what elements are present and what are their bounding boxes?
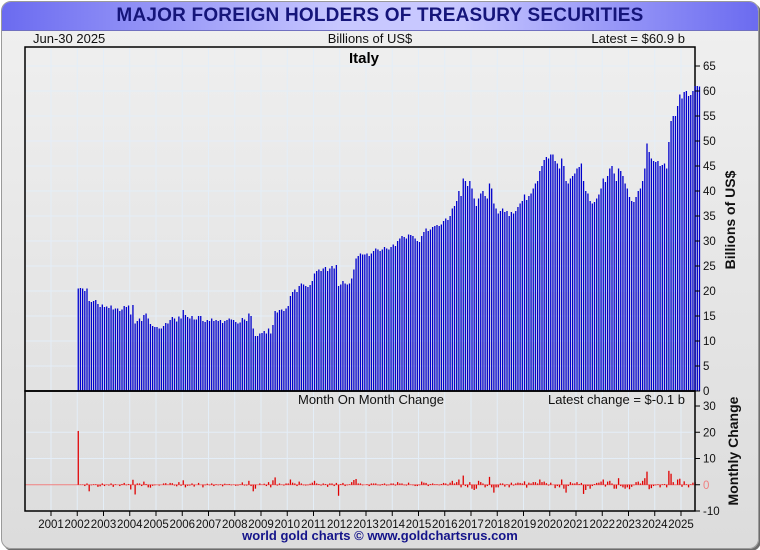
- x-tick-label: 2025: [668, 519, 694, 531]
- y-tick-label: 20: [703, 427, 716, 439]
- country-title: Italy: [349, 50, 380, 67]
- x-tick-label: 2004: [117, 519, 143, 531]
- chart-main-title: MAJOR FOREIGN HOLDERS OF TREASURY SECURI…: [116, 5, 644, 26]
- x-tick-label: 2002: [64, 519, 90, 531]
- x-tick-label: 2019: [511, 519, 537, 531]
- x-tick-label: 2001: [38, 519, 64, 531]
- x-tick-label: 2023: [616, 519, 642, 531]
- footer-credit: world gold charts © www.goldchartsrus.co…: [242, 528, 518, 543]
- x-tick-label: 2017: [458, 519, 484, 531]
- date-label: Jun-30 2025: [33, 31, 106, 46]
- y-tick-label: 35: [703, 211, 716, 223]
- latest-change-label: Latest change = $-0.1 b: [548, 392, 685, 407]
- y-tick-label: 0: [703, 386, 709, 398]
- y-tick-label: 0: [703, 480, 709, 492]
- x-tick-label: 2018: [484, 519, 510, 531]
- y-tick-label: 25: [703, 261, 716, 273]
- change-bars: [77, 430, 701, 496]
- latest-value-label: Latest = $60.9 b: [591, 31, 685, 46]
- y-tick-label: 10: [703, 336, 716, 348]
- x-tick-label: 2007: [196, 519, 222, 531]
- x-tick-label: 2008: [222, 519, 248, 531]
- y-tick-label: 15: [703, 311, 716, 323]
- y-axis-title-top: Billions of US$: [722, 170, 738, 269]
- x-tick-label: 2020: [537, 519, 563, 531]
- x-tick-label: 2015: [406, 519, 432, 531]
- units-label: Billions of US$: [327, 31, 413, 46]
- holdings-bars: [77, 86, 701, 391]
- y-tick-label: 5: [703, 361, 709, 373]
- bottom-panel-border: [24, 390, 696, 512]
- title-bar: MAJOR FOREIGN HOLDERS OF TREASURY SECURI…: [2, 2, 758, 31]
- y-tick-label: 40: [703, 186, 716, 198]
- y-tick-label: 30: [703, 236, 716, 248]
- x-tick-label: 2012: [327, 519, 353, 531]
- x-tick-label: 2014: [379, 519, 405, 531]
- x-tick-label: 2010: [274, 519, 300, 531]
- y-tick-label: 20: [703, 286, 716, 298]
- x-tick-label: 2021: [563, 519, 589, 531]
- y-tick-label: 65: [703, 61, 716, 73]
- x-tick-label: 2022: [589, 519, 615, 531]
- x-tick-label: 2011: [301, 519, 326, 531]
- y-tick-label: 45: [703, 161, 716, 173]
- y-tick-label: 50: [703, 136, 716, 148]
- y-tick-label: 60: [703, 86, 716, 98]
- axes: 2001 2002 2003 2004 2005 2006 2007 2008 2009 2010…: [38, 61, 719, 531]
- change-panel-title: Month On Month Change: [298, 392, 444, 407]
- y-axis-title-bottom: Monthly Change: [725, 396, 741, 505]
- y-tick-label: 30: [703, 401, 716, 413]
- x-tick-label: 2009: [248, 519, 274, 531]
- y-tick-label: 10: [703, 454, 716, 466]
- x-tick-label: 2013: [353, 519, 379, 531]
- x-tick-label: 2003: [91, 519, 117, 531]
- x-tick-label: 2016: [432, 519, 458, 531]
- x-tick-label: 2024: [642, 519, 668, 531]
- x-tick-label: 2005: [143, 519, 169, 531]
- y-tick-label: -10: [703, 506, 720, 518]
- y-tick-label: 55: [703, 111, 716, 123]
- x-tick-label: 2006: [169, 519, 195, 531]
